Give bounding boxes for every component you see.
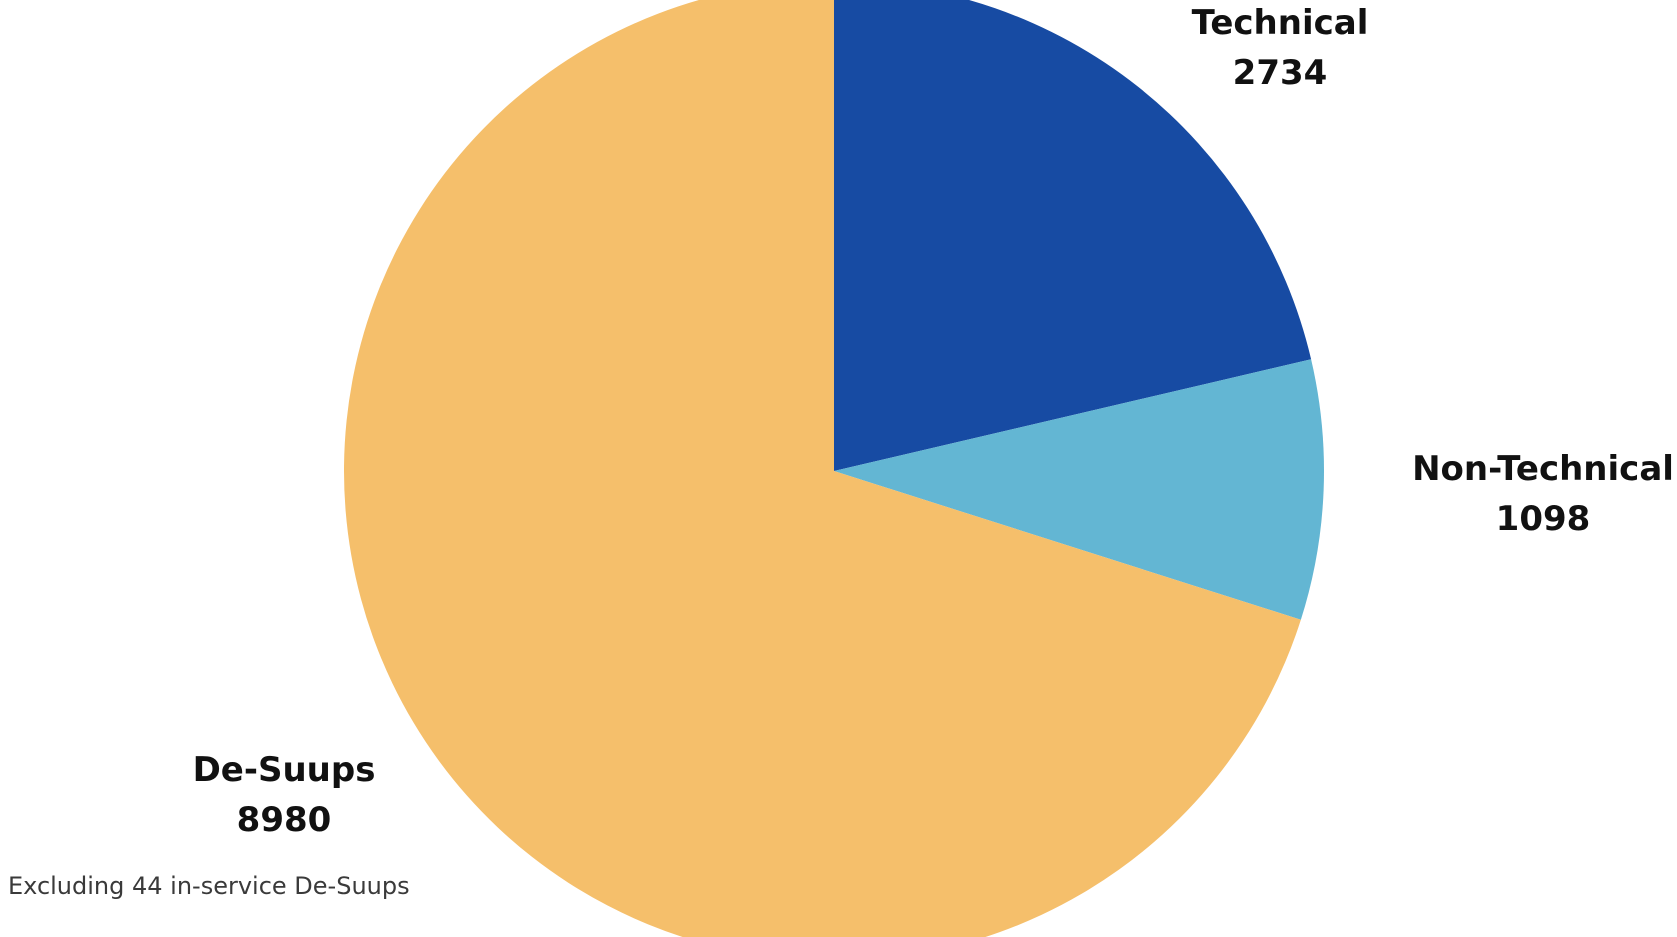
annotation-note: Excluding 44 in-service De-Suups	[8, 872, 410, 900]
pie-slice-non-technical	[834, 359, 1325, 620]
technical-value: 2734	[1233, 53, 1328, 93]
technical-label: Technical	[1192, 3, 1369, 43]
de-suups-value: 8980	[237, 800, 332, 840]
non-technical-label: Non-Technical	[1412, 449, 1674, 489]
pie-slice-de-suups	[344, 0, 1301, 937]
de-suups-label: De-Suups	[193, 750, 376, 790]
non-technical-value: 1098	[1496, 499, 1591, 539]
pie-slice-technical	[834, 0, 1312, 471]
pie-slices	[344, 0, 1325, 937]
